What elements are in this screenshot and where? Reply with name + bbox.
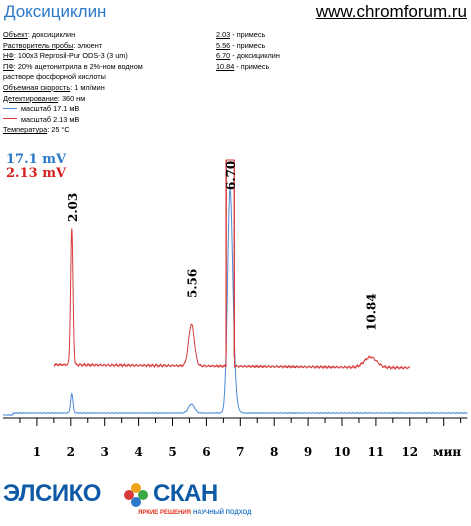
x-tick-label: 8	[270, 445, 278, 459]
scale-label-blue: 17.1 mV	[6, 152, 67, 167]
logo-slogan-left: ЯРКИЕ РЕШЕНИЯ	[138, 510, 191, 516]
legend-item-blue: масштаб 17.1 мВ	[3, 104, 143, 115]
series-line-blue	[2, 188, 468, 416]
peak-label: 5.56	[185, 269, 199, 298]
logo-slogan-right: НАУЧНЫЙ ПОДХОД	[193, 510, 252, 516]
condition-mobile-phase-cont: растворе фосфорной кислоты	[3, 72, 106, 82]
peak-label: 2.03	[66, 193, 80, 222]
x-tick-label: 11	[368, 445, 385, 459]
condition-temperature: Температура: 25 °C	[3, 125, 70, 135]
condition-solvent: Растворитель пробы: элюент	[3, 40, 103, 50]
scale-label-red: 2.13 mV	[6, 166, 67, 181]
x-tick-label: 3	[101, 445, 109, 459]
legend-line-red	[3, 118, 17, 120]
logo-cross-icon	[124, 483, 148, 507]
site-link[interactable]: www.chromforum.ru	[315, 2, 467, 21]
series-line-red	[53, 159, 411, 371]
logo-text-elsiko: ЭЛСИКО	[3, 480, 101, 507]
logo-text-scan: СКАН	[153, 480, 218, 507]
conditions-block: Объект: доксициклин Растворитель пробы: …	[3, 30, 143, 136]
condition-detection: Детектирование: 360 нм	[3, 93, 86, 103]
series-group	[2, 159, 468, 416]
x-tick-label: 7	[236, 445, 244, 459]
x-tick-label: 4	[134, 445, 142, 459]
condition-stationary-phase: НФ: 100x3 Reprosil-Pur ODS-3 (3 um)	[3, 51, 128, 61]
x-axis-label: мин	[433, 445, 461, 459]
legend-line-blue	[3, 107, 17, 109]
x-tick-label: 1	[33, 445, 41, 459]
legend-item-red: масштаб 2.13 мВ	[3, 115, 143, 126]
x-tick-label: 6	[202, 445, 210, 459]
x-axis: 1 2 3 4 5 6 7 8 9 10 11 12 мин	[3, 417, 468, 459]
peak-list-item: 2.03 - примесь	[216, 30, 266, 39]
x-tick-label: 10	[334, 445, 351, 459]
condition-flow-rate: Объемная скорость: 1 мл/мин	[3, 82, 105, 92]
peak-label: 6.70	[224, 161, 238, 190]
peak-list-item: 6.70 - доксициклин	[216, 51, 280, 61]
peak-labels: 2.03 5.56 6.70 10.84	[66, 161, 379, 331]
peak-list-item: 5.56 - примесь	[216, 40, 266, 50]
condition-object: Объект: доксициклин	[3, 30, 76, 39]
peak-list: 2.03 - примесь 5.56 - примесь 6.70 - док…	[216, 30, 280, 72]
x-tick-label: 2	[67, 445, 75, 459]
x-tick-label: 12	[401, 445, 418, 459]
peak-list-item: 10.84 - примесь	[216, 61, 270, 71]
x-tick-label: 9	[304, 445, 312, 459]
page-title: Доксициклин	[4, 2, 107, 21]
peak-label: 10.84	[364, 293, 378, 331]
x-tick-label: 5	[168, 445, 176, 459]
company-logo: ЭЛСИКО СКАН ЯРКИЕ РЕШЕНИЯ НАУЧНЫЙ ПОДХОД	[3, 478, 253, 522]
condition-mobile-phase: ПФ: 20% ацетонитрила в 2%-ном водном	[3, 61, 143, 71]
